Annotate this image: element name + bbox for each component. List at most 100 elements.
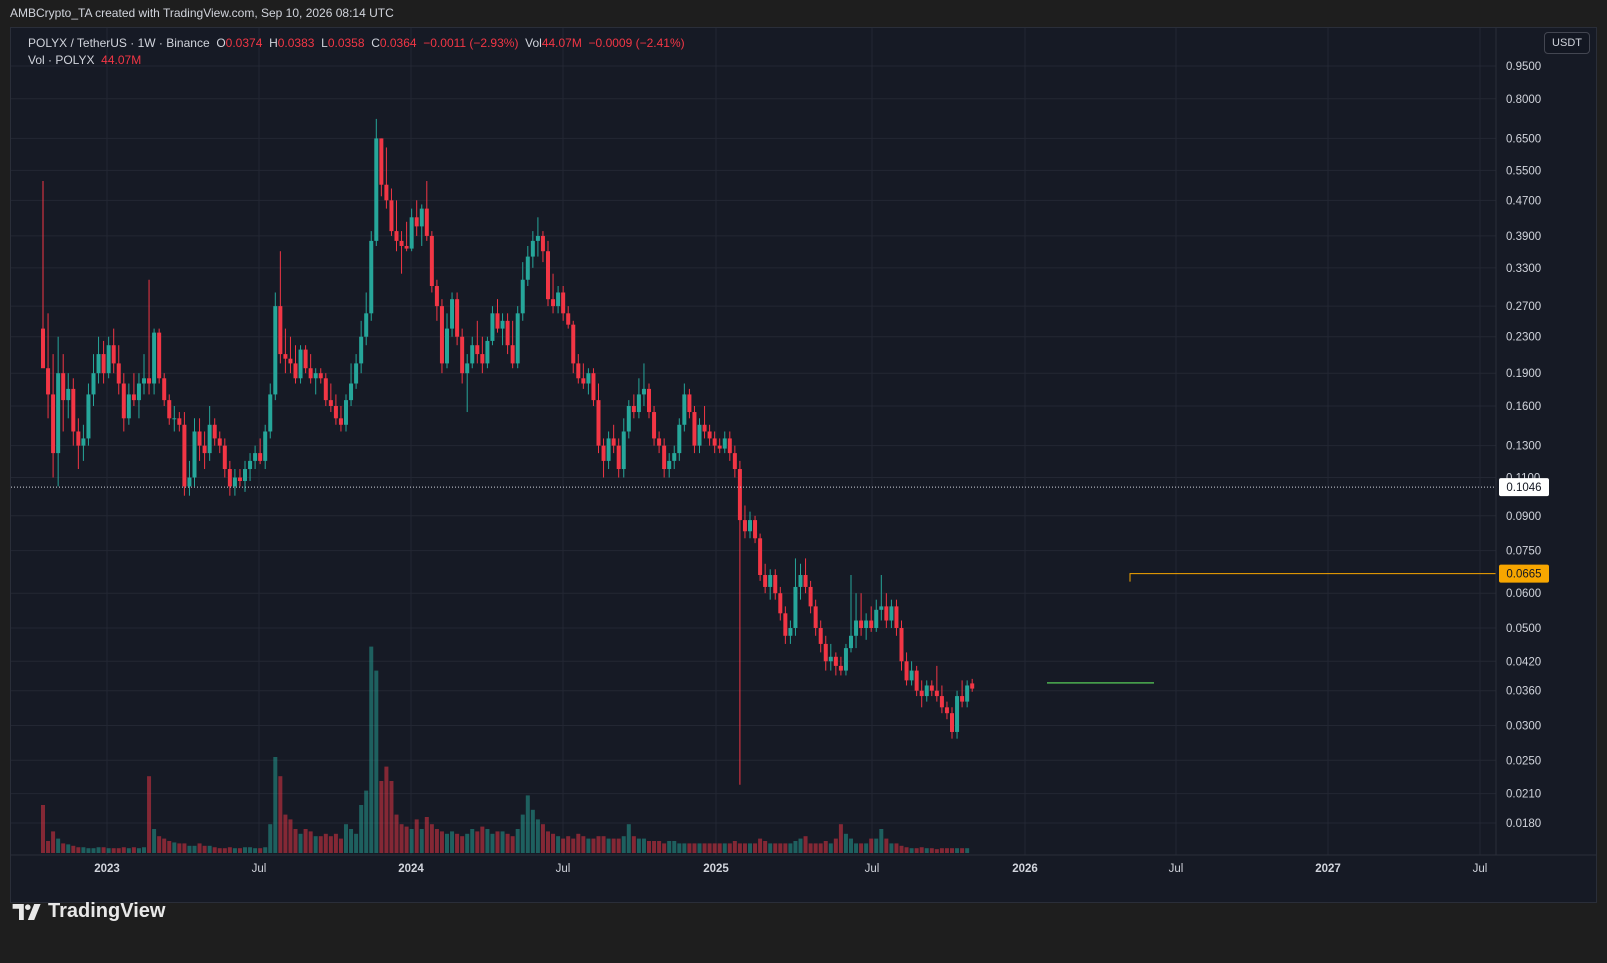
candle-body [611,438,616,446]
volume-bar [207,845,212,853]
volume-series-label[interactable]: Vol · POLYX [28,53,95,67]
volume-bar [566,836,571,853]
volume-bar [152,829,157,853]
volume-bar [369,646,374,853]
candle-body [404,245,409,249]
y-tick-label: 0.3900 [1506,231,1541,243]
volume-bar [273,757,278,853]
symbol-label[interactable]: POLYX / TetherUS · 1W · Binance [28,36,210,50]
candle-body [46,368,51,395]
volume-bar [136,848,141,853]
candle-body [480,354,485,364]
y-tick-label: 0.3300 [1506,263,1541,275]
volume-bar [616,838,621,853]
volume-bar [828,843,833,853]
candle-body [520,279,525,314]
candle-body [515,313,520,364]
volume-bar [631,836,636,853]
candle-body [177,418,182,425]
volume-bar [748,843,752,853]
volume-bar [212,847,217,853]
close-value: 0.0364 [379,36,417,50]
candle-body [505,320,510,346]
tradingview-logo[interactable]: TradingView [12,900,165,923]
volume-bar [419,829,424,853]
volume-bar [404,826,409,853]
candle-body [111,345,116,364]
candle-body [697,424,702,446]
brand-name: TradingView [48,900,166,922]
volume-bar [556,836,561,853]
candle-body [495,313,500,329]
candle-body [556,292,561,307]
volume-bar [167,841,172,853]
price-chart[interactable]: 0.9500 0.8000 0.6500 0.5500 0.4700 0.3900 0.33… [11,28,1596,902]
chart-panel[interactable]: 0.9500 0.8000 0.6500 0.5500 0.4700 0.3900 0.33… [10,27,1597,903]
volume-bar [414,819,419,853]
candle-body [551,299,556,307]
candle-body [854,620,859,636]
candle-body [253,453,258,461]
currency-button[interactable]: USDT [1544,32,1590,54]
volume-bar [763,841,768,853]
volume-bar [409,829,414,853]
volume-bar [813,843,818,853]
volume-bar [854,843,859,853]
y-tick-label: 0.4700 [1506,195,1541,207]
volume-bar [576,833,581,853]
open-label: O [216,36,226,50]
candle-body [576,363,581,379]
candle-body [369,240,374,314]
candle-body [535,235,540,241]
volume-bar [237,848,242,853]
price-badge-current-bg [1499,478,1549,497]
volume-bar [712,843,717,853]
candle-body [152,332,157,384]
candle-body [359,336,364,364]
volume-bar [283,814,288,853]
volume-bar [707,843,712,853]
volume-bar [424,817,429,853]
low-label: L [321,36,328,50]
price-badge-resistance: 0.0665 [1506,569,1541,581]
volume-bar [51,831,56,853]
volume-bar [81,847,86,853]
volume-bar [349,829,354,853]
candle-body [692,412,697,446]
volume-bar [298,833,303,853]
candle-body [525,256,530,280]
candle-body [374,138,379,241]
candle-body [874,609,879,628]
volume-bar [798,838,803,853]
volume-bar [328,836,333,853]
candle-body [445,328,449,364]
candle-body [667,460,672,470]
candle-body [753,520,758,539]
volume-bar [561,838,566,853]
y-tick-label: 0.0360 [1506,686,1541,698]
candle-body [596,400,601,446]
candle-body [914,670,919,691]
volume-bar [818,843,823,853]
volume-bar [505,833,510,853]
candle-body [808,586,813,607]
candle-body [308,368,313,379]
high-label: H [269,36,278,50]
volume-bar [177,843,182,853]
candle-body [424,208,429,236]
volume-bar [333,833,338,853]
candle-body [763,575,768,587]
candle-body [904,661,909,681]
volume-bar [591,838,596,853]
candle-body [51,394,56,454]
y-tick-label: 0.2700 [1506,301,1541,313]
candle-body [419,208,424,227]
candle-body [192,431,197,478]
price-legend-row: POLYX / TetherUS · 1W · Binance O0.0374 … [28,35,685,52]
volume-bar [308,831,313,853]
tradingview-logo-icon [12,903,41,920]
volume-bar [520,814,525,853]
volume-bar [278,776,283,853]
candle-body [490,313,495,341]
candle-body [591,373,596,401]
